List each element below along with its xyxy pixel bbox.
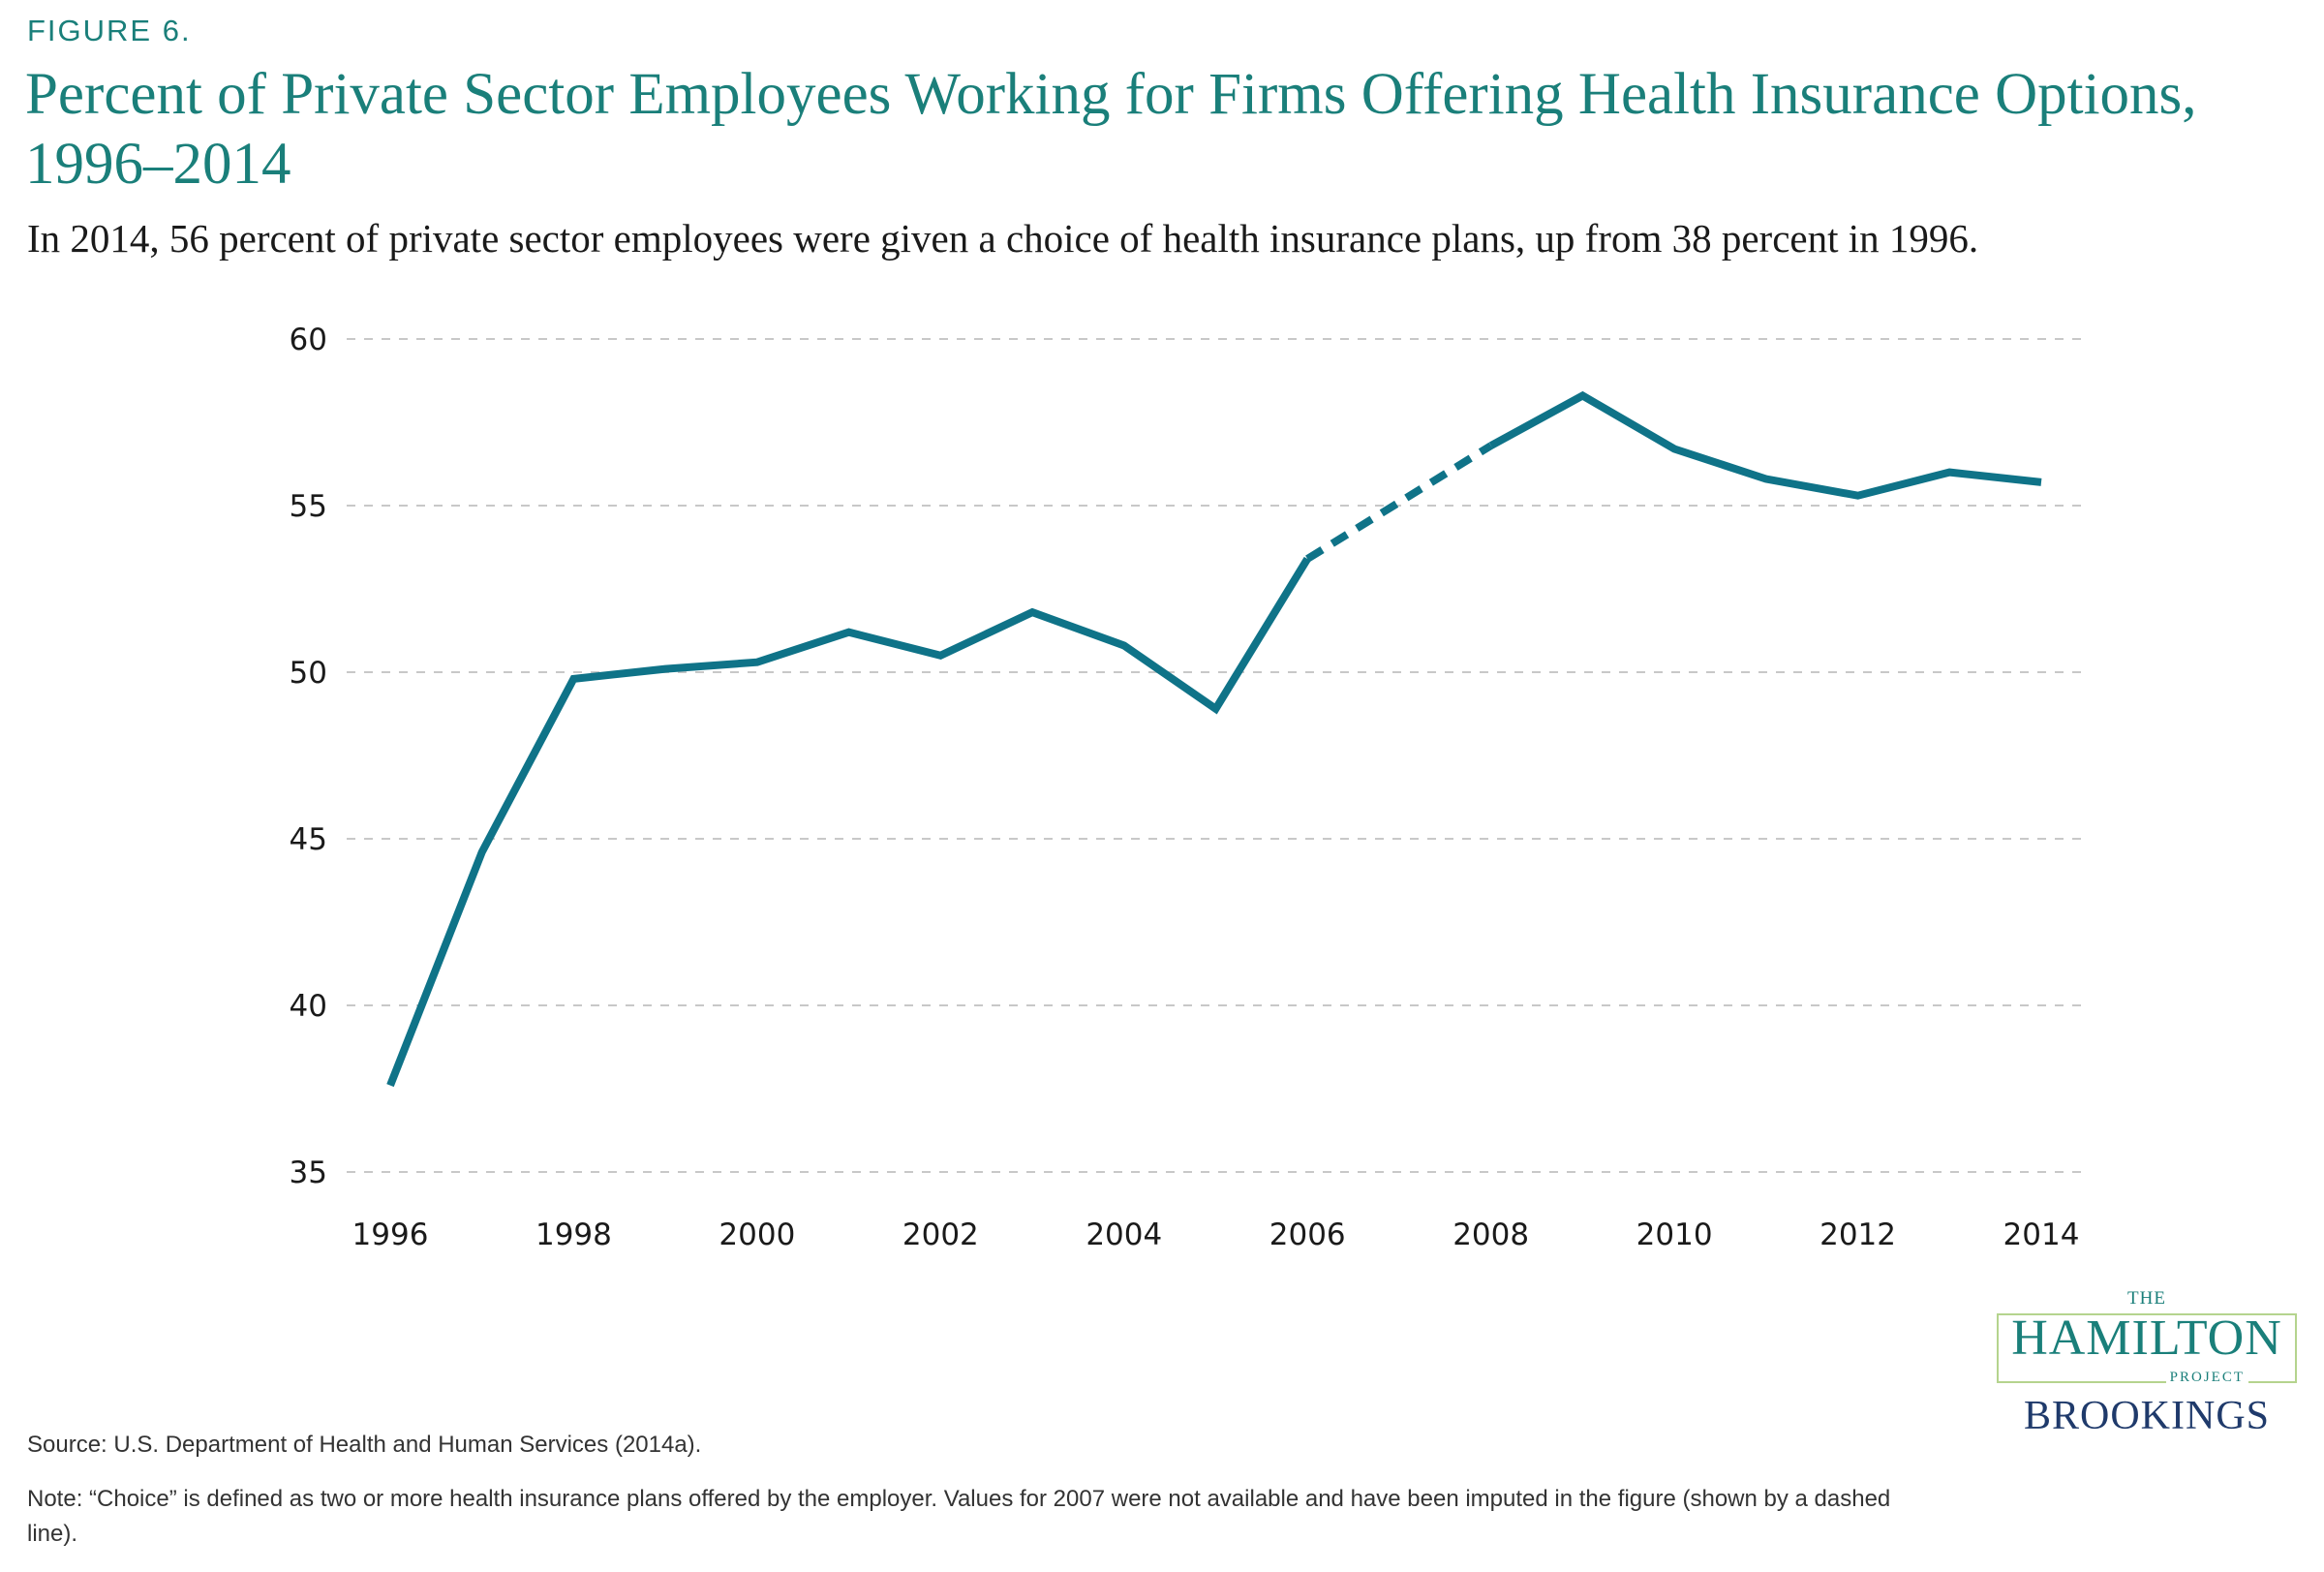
logo-border bbox=[1997, 1313, 2297, 1383]
y-tick-label: 55 bbox=[290, 489, 327, 524]
y-tick-label: 35 bbox=[290, 1156, 327, 1190]
grid-lines bbox=[347, 338, 2082, 1173]
y-tick-label: 60 bbox=[290, 323, 327, 357]
y-tick-label: 50 bbox=[290, 656, 327, 691]
hamilton-project-brookings-logo: THE HAMILTON PROJECT BROOKINGS bbox=[1987, 1288, 2307, 1438]
y-axis-ticks: 35 40 45 50 55 60 bbox=[290, 323, 327, 1190]
x-tick-label: 1998 bbox=[535, 1218, 612, 1252]
logo-project: PROJECT bbox=[2165, 1370, 2248, 1385]
x-tick-label: 2004 bbox=[1086, 1218, 1162, 1252]
series-line-observed-1996-2006 bbox=[386, 556, 1311, 1088]
series-line-imputed-2006-2008 bbox=[1305, 442, 1493, 563]
x-axis-ticks: 1996 1998 2000 2002 2004 2006 2008 2010 2012 2014 bbox=[352, 1218, 2080, 1252]
x-tick-label: 2002 bbox=[902, 1218, 979, 1252]
line-chart: 35 40 45 50 55 60 1996 1998 2000 2002 2004 2006 200… bbox=[290, 323, 2082, 1252]
logo-hamilton: HAMILTON bbox=[2011, 1310, 2282, 1366]
x-tick-label: 1996 bbox=[352, 1218, 429, 1252]
y-tick-label: 40 bbox=[290, 989, 327, 1024]
source-note: Source: U.S. Department of Health and Hu… bbox=[27, 1432, 702, 1458]
logo-the: THE bbox=[2122, 1288, 2172, 1309]
logo-brookings: BROOKINGS bbox=[2023, 1394, 2271, 1438]
x-tick-label: 2014 bbox=[2003, 1218, 2080, 1252]
series-lines bbox=[386, 390, 2042, 1088]
figure-label: FIGURE 6. bbox=[27, 14, 192, 47]
x-tick-label: 2010 bbox=[1636, 1218, 1713, 1252]
chart-subtitle: In 2014, 56 percent of private sector em… bbox=[27, 216, 1979, 261]
x-tick-label: 2012 bbox=[1819, 1218, 1896, 1252]
footnote: Note: “Choice” is defined as two or more… bbox=[27, 1486, 1891, 1547]
x-tick-label: 2000 bbox=[719, 1218, 795, 1252]
series-line-observed-2008-2014 bbox=[1488, 390, 2042, 500]
y-tick-label: 45 bbox=[290, 822, 327, 857]
x-tick-label: 2006 bbox=[1269, 1218, 1346, 1252]
x-tick-label: 2008 bbox=[1452, 1218, 1529, 1252]
chart-title: Percent of Private Sector Employees Work… bbox=[25, 62, 2197, 197]
